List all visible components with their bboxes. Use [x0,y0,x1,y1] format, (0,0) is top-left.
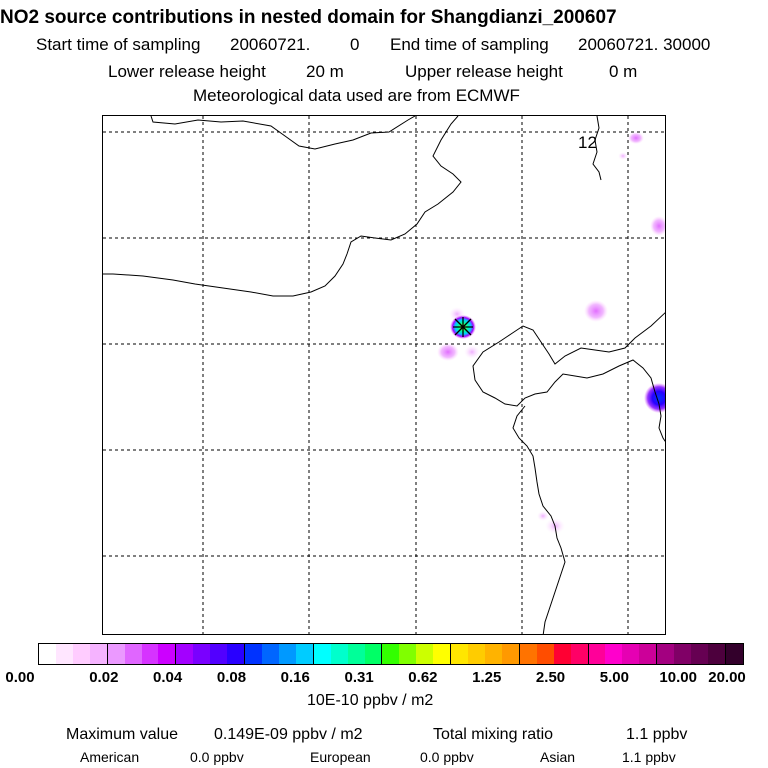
color-scale-segment [451,644,469,664]
color-scale-segment [622,644,640,664]
color-scale-segment [295,644,314,664]
color-scale-segment [553,644,571,664]
color-scale-segment [364,644,383,664]
met-data-line: Meteorological data used are from ECMWF [193,86,520,105]
upper-release-value: 0 m [609,62,638,81]
color-scale-segment [588,644,606,664]
color-scale-segment [399,644,417,664]
total-mixing-value: 1.1 ppbv [626,726,688,743]
region-american-name: American [80,749,140,765]
color-scale-segment [725,644,743,664]
map-title: NO2 source contributions in nested domai… [0,7,617,28]
color-scale-segment [707,644,726,664]
hotspot [628,132,644,144]
upper-release-label: Upper release height [405,62,563,81]
color-scale-segment [605,644,623,664]
color-scale-segment [193,644,211,664]
contour-label: 12 [578,133,597,152]
start-time-hour: 0 [350,35,360,54]
color-scale-segment [519,644,537,664]
concentration-hotspots [437,132,665,534]
color-scale-segment [245,644,262,664]
color-scale-tick: 0.00 [5,669,35,686]
total-mixing-label: Total mixing ratio [433,726,554,743]
color-scale-tick: 1.25 [472,669,502,686]
color-scale-segment [278,644,296,664]
color-scale-segment [89,644,108,664]
color-scale-segment [484,644,502,664]
color-scale-segment [55,644,73,664]
color-scale-tick: 10.00 [659,669,697,686]
color-scale-tick: 0.31 [344,669,374,686]
hotspot [537,511,549,521]
region-asian-name: Asian [540,749,576,765]
boundaries [103,116,665,634]
color-scale-segment [674,644,692,664]
lower-release-value: 20 m [306,62,344,81]
hotspot [618,152,628,160]
color-scale-tick: 0.16 [280,669,310,686]
max-value: 0.149E-09 ppbv / m2 [214,726,363,743]
color-scale-segment [570,644,589,664]
color-scale-tick: 20.00 [708,669,746,686]
boundary-line [103,116,462,297]
color-scale-segment [210,644,228,664]
map-canvas: 12 [103,116,665,634]
color-scale-segment [501,644,520,664]
region-american-value: 0.0 ppbv [190,749,244,765]
color-scale-segment [72,644,90,664]
color-scale-segment [107,644,125,664]
color-scale-segment [330,644,348,664]
color-scale-segment [468,644,485,664]
color-scale-segment [158,644,177,664]
color-scale-tick: 0.02 [89,669,119,686]
boundary-line [512,405,566,634]
color-scale-segment [124,644,142,664]
lower-release-label: Lower release height [108,62,266,81]
hotspot [650,216,665,236]
hotspot [437,343,459,361]
color-scale-segment [382,644,400,664]
hotspot [584,300,608,322]
boundary-line [592,116,602,181]
color-scale-tick: 5.00 [599,669,629,686]
color-scale-tick: 2.50 [535,669,566,686]
color-scale-segment [639,644,658,664]
color-scale-segment [141,644,159,664]
map-panel: 12 [102,115,666,635]
units-label: 10E-10 ppbv / m2 [307,692,434,709]
region-european-value: 0.0 ppbv [420,749,474,765]
receptor-marker [453,317,473,337]
color-scale-segment [261,644,279,664]
color-scale-segment [416,644,434,664]
color-scale-segment [433,644,452,664]
hotspot [464,345,480,359]
color-scale-tick: 0.04 [153,669,183,686]
color-scale-bar [38,643,744,665]
color-scale-segment [313,644,331,664]
end-time-label: End time of sampling [390,35,549,54]
hotspot [644,383,665,413]
color-scale-segment [176,644,194,664]
max-value-label: Maximum value [66,726,179,743]
end-time-value: 20060721. 30000 [578,35,711,54]
color-scale-segment [347,644,365,664]
color-scale-segment [227,644,246,664]
graticule [103,116,665,634]
region-asian-value: 1.1 ppbv [622,749,676,765]
color-scale-tick: 0.62 [408,669,438,686]
boundary-line [472,312,665,442]
color-scale-tick: 0.08 [216,669,247,686]
color-scale-segment [39,644,56,664]
color-scale-segment [536,644,554,664]
color-scale-segment [691,644,708,664]
color-scale-segment [657,644,675,664]
start-time-label: Start time of sampling [36,35,201,54]
start-time-value: 20060721. [230,35,311,54]
region-european-name: European [310,749,371,765]
boundary-line [150,116,416,150]
